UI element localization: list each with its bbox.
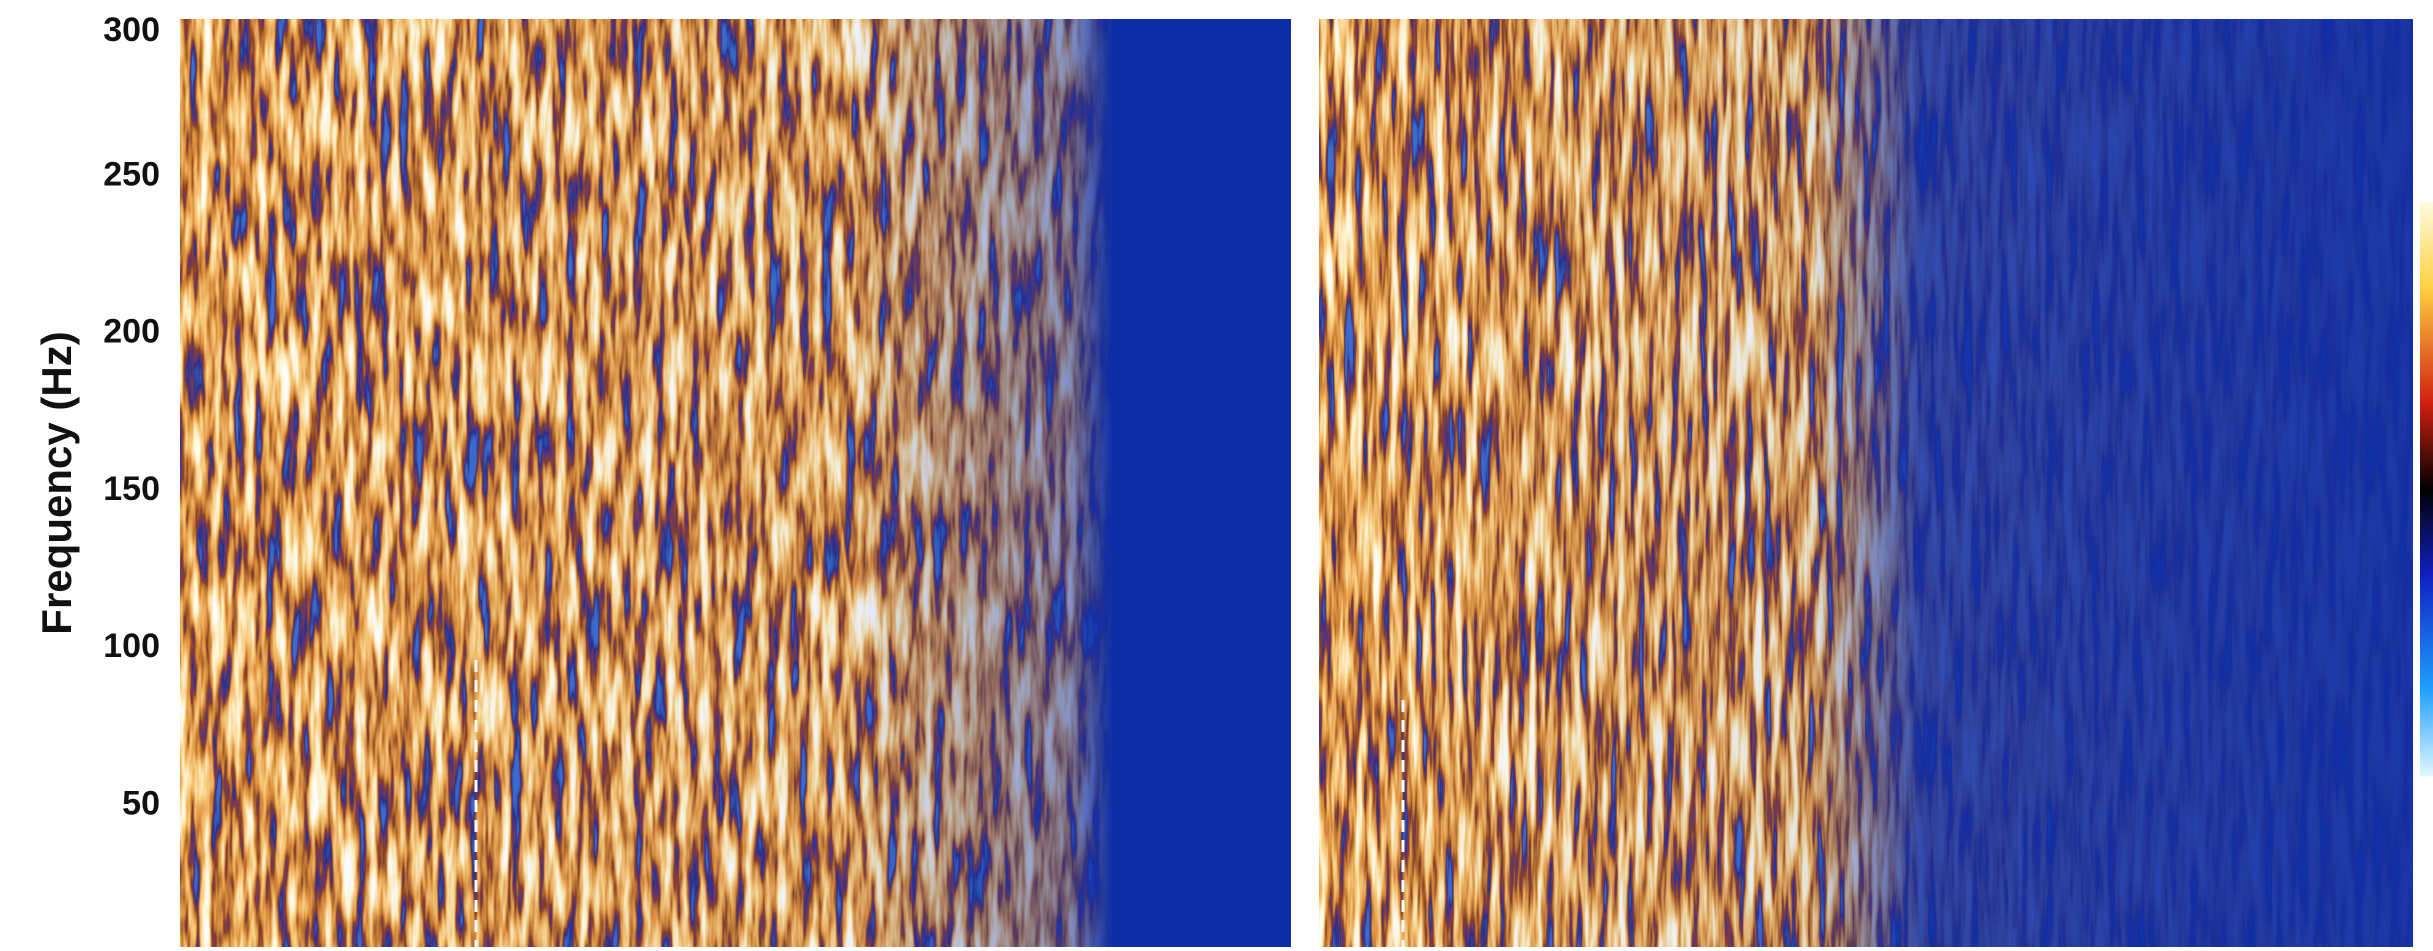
spectrogram-texture <box>1319 19 2413 947</box>
left-panel <box>180 19 1291 947</box>
right-panel <box>1319 19 2413 947</box>
figure: Frequency (Hz) 50 100 150 200 250 300 <box>0 0 2433 951</box>
y-tick-label: 250 <box>103 155 160 193</box>
colorbar <box>2420 202 2433 776</box>
y-tick-label: 200 <box>103 313 160 351</box>
y-axis-label: Frequency (Hz) <box>33 331 80 634</box>
y-tick-label: 300 <box>103 11 160 49</box>
spectrogram-texture <box>180 19 1291 947</box>
y-tick-label: 100 <box>103 627 160 665</box>
y-tick-label: 50 <box>122 784 160 822</box>
y-tick-label: 150 <box>103 470 160 508</box>
